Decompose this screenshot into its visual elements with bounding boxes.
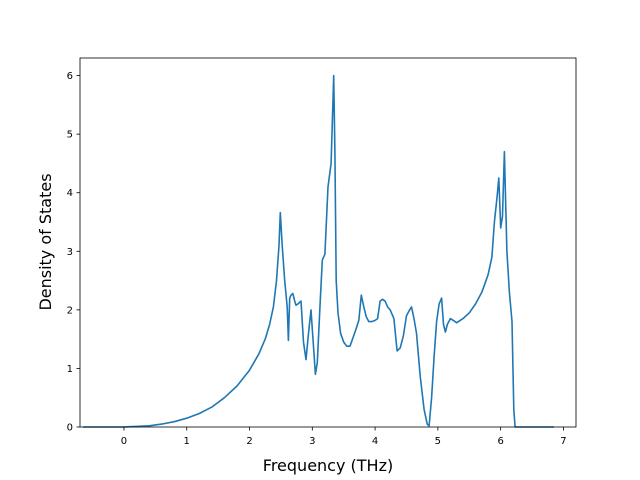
- y-tick-label: 3: [67, 247, 73, 258]
- y-axis-ticks: 0 1 2 3 4 5 6: [67, 71, 80, 434]
- y-axis-label: Density of States: [36, 173, 55, 310]
- y-tick-label: 1: [67, 364, 73, 375]
- x-tick-label: 7: [560, 436, 566, 447]
- x-tick-label: 0: [121, 436, 127, 447]
- y-tick-label: 2: [67, 305, 73, 316]
- plot-area: [83, 74, 554, 428]
- x-axis-label: Frequency (THz): [263, 456, 393, 475]
- y-tick-label: 5: [67, 130, 73, 141]
- x-tick-label: 1: [184, 436, 190, 447]
- x-tick-label: 5: [435, 436, 441, 447]
- y-tick-label: 6: [67, 71, 73, 82]
- dos-series-line: [83, 74, 554, 428]
- y-tick-label: 0: [67, 423, 73, 434]
- x-tick-label: 3: [309, 436, 315, 447]
- x-axis-ticks: 0 1 2 3 4 5 6 7: [121, 427, 567, 447]
- axes-frame: [79, 57, 577, 428]
- y-tick-label: 4: [67, 188, 73, 199]
- x-tick-label: 4: [372, 436, 378, 447]
- x-tick-label: 6: [497, 436, 503, 447]
- x-tick-label: 2: [246, 436, 252, 447]
